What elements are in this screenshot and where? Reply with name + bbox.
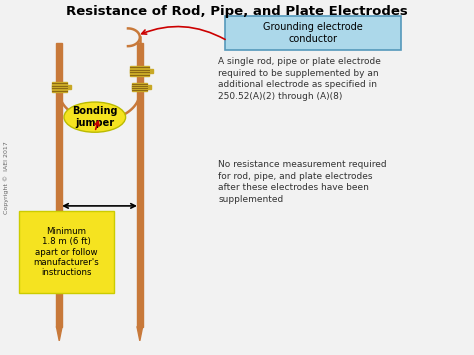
Bar	[147, 85, 151, 89]
Bar	[130, 69, 134, 73]
Text: Bonding
jumper: Bonding jumper	[72, 106, 118, 128]
Text: Resistance of Rod, Pipe, and Plate Electrodes: Resistance of Rod, Pipe, and Plate Elect…	[66, 5, 408, 18]
Bar	[130, 66, 149, 76]
Bar	[67, 85, 71, 89]
Text: No resistance measurement required
for rod, pipe, and plate electrodes
after the: No resistance measurement required for r…	[218, 160, 387, 204]
Text: Grounding electrode
conductor: Grounding electrode conductor	[263, 22, 363, 44]
Bar	[56, 43, 62, 327]
Text: A single rod, pipe or plate electrode
required to be supplemented by an
addition: A single rod, pipe or plate electrode re…	[218, 57, 381, 101]
Bar	[149, 69, 153, 73]
Bar	[137, 43, 143, 327]
Polygon shape	[137, 327, 143, 341]
Bar	[132, 85, 136, 89]
Polygon shape	[56, 327, 62, 341]
Text: Copyright ©  IAEI 2017: Copyright © IAEI 2017	[3, 141, 9, 214]
Text: Minimum
1.8 m (6 ft)
apart or follow
manufacturer's
instructions: Minimum 1.8 m (6 ft) apart or follow man…	[34, 227, 99, 277]
Bar	[52, 85, 55, 89]
Bar	[52, 82, 67, 92]
FancyBboxPatch shape	[225, 16, 401, 50]
FancyBboxPatch shape	[19, 211, 114, 293]
Ellipse shape	[64, 102, 126, 132]
Bar	[132, 83, 147, 91]
